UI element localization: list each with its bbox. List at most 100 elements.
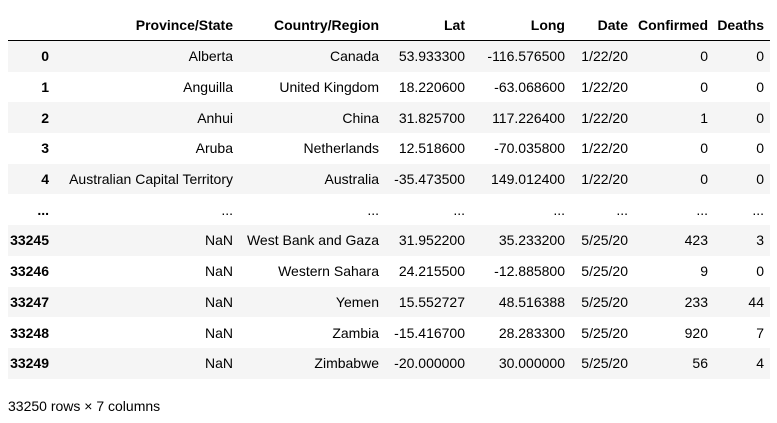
cell-date: 5/25/20	[581, 293, 628, 310]
cell-country-region: West Bank and Gaza	[246, 232, 379, 249]
cell-date: 1/22/20	[581, 109, 628, 126]
cell-confirmed: 0	[700, 48, 708, 65]
cell-date: 5/25/20	[581, 324, 628, 341]
header-row: Province/State Country/Region Lat Long D…	[8, 9, 770, 41]
column-header-country-region: Country/Region	[239, 9, 385, 41]
cell-lat: 18.220600	[398, 79, 465, 96]
cell-lat: 12.518600	[398, 140, 465, 157]
dataframe-output: Province/State Country/Region Lat Long D…	[8, 9, 770, 379]
cell-country-region: Australia	[324, 171, 379, 188]
column-header-province-state: Province/State	[55, 9, 239, 41]
ellipsis-row: ... ... ... ... ... ... ... ...	[8, 194, 770, 226]
cell-long: -63.068600	[494, 79, 565, 96]
table-row: 33245 NaN West Bank and Gaza 31.952200 3…	[8, 225, 770, 256]
cell-confirmed: ...	[696, 201, 708, 218]
cell-date: 5/25/20	[581, 232, 628, 249]
cell-country-region: Western Sahara	[278, 263, 379, 280]
cell-country-region: Yemen	[335, 293, 379, 310]
cell-confirmed: 0	[700, 79, 708, 96]
cell-lat: -35.473500	[394, 171, 465, 188]
cell-lat: 15.552727	[398, 293, 465, 310]
table-row: 1 Anguilla United Kingdom 18.220600 -63.…	[8, 71, 770, 103]
row-index: 33246	[10, 263, 49, 280]
cell-deaths: 44	[748, 293, 764, 310]
table-row: 0 Alberta Canada 53.933300 -116.576500 1…	[8, 40, 770, 72]
cell-lat: -20.000000	[394, 355, 465, 372]
cell-province-state: NaN	[204, 263, 233, 280]
cell-province-state: NaN	[204, 355, 233, 372]
cell-long: 35.233200	[498, 232, 565, 249]
table-row: 2 Anhui China 31.825700 117.226400 1/22/…	[8, 102, 770, 134]
table-row: 33248 NaN Zambia -15.416700 28.283300 5/…	[8, 317, 770, 348]
cell-province-state: Aruba	[195, 140, 233, 157]
cell-date: ...	[616, 201, 628, 218]
table-row: 33247 NaN Yemen 15.552727 48.516388 5/25…	[8, 286, 770, 318]
cell-province-state: Alberta	[188, 48, 233, 65]
table-row: 3 Aruba Netherlands 12.518600 -70.035800…	[8, 133, 770, 164]
cell-lat: 31.825700	[398, 109, 465, 126]
cell-deaths: 4	[756, 355, 764, 372]
row-index: 2	[41, 109, 49, 126]
cell-country-region: Zimbabwe	[314, 355, 379, 372]
cell-long: 30.000000	[498, 355, 565, 372]
cell-province-state: Australian Capital Territory	[69, 171, 233, 188]
table-row: 33246 NaN Western Sahara 24.215500 -12.8…	[8, 255, 770, 287]
cell-date: 5/25/20	[581, 355, 628, 372]
cell-deaths: 0	[756, 140, 764, 157]
cell-date: 1/22/20	[581, 171, 628, 188]
cell-long: -116.576500	[487, 48, 565, 65]
cell-province-state: Anguilla	[183, 79, 233, 96]
cell-deaths: 0	[756, 48, 764, 65]
cell-long: -70.035800	[494, 140, 565, 157]
column-header-date: Date	[571, 9, 634, 41]
column-header-confirmed: Confirmed	[634, 9, 714, 41]
cell-country-region: Canada	[329, 48, 379, 65]
cell-lat: 24.215500	[398, 263, 465, 280]
dataframe-table: Province/State Country/Region Lat Long D…	[8, 9, 770, 379]
row-index: 33249	[10, 355, 49, 372]
row-index: 33245	[10, 232, 49, 249]
cell-confirmed: 9	[700, 263, 708, 280]
cell-long: 117.226400	[492, 109, 565, 126]
row-index: 4	[41, 171, 49, 188]
cell-date: 1/22/20	[581, 140, 628, 157]
column-header-long: Long	[471, 9, 571, 41]
cell-province-state: NaN	[204, 324, 233, 341]
row-index: 33248	[10, 324, 49, 341]
cell-country-region: Zambia	[332, 324, 379, 341]
table-row: 33249 NaN Zimbabwe -20.000000 30.000000 …	[8, 347, 770, 379]
cell-deaths: 0	[756, 263, 764, 280]
row-index: 0	[41, 48, 49, 65]
index-column-header	[8, 9, 55, 41]
cell-province-state: Anhui	[197, 109, 233, 126]
cell-confirmed: 423	[684, 232, 708, 249]
cell-deaths: 7	[756, 324, 764, 341]
cell-deaths: ...	[752, 201, 764, 218]
cell-date: 5/25/20	[581, 263, 628, 280]
cell-province-state: ...	[221, 201, 233, 218]
row-index: ...	[37, 201, 49, 218]
table-row: 4 Australian Capital Territory Australia…	[8, 163, 770, 195]
cell-deaths: 0	[756, 79, 764, 96]
cell-date: 1/22/20	[581, 48, 628, 65]
cell-country-region: United Kingdom	[279, 79, 379, 96]
cell-confirmed: 233	[684, 293, 708, 310]
cell-province-state: NaN	[204, 293, 233, 310]
cell-deaths: 0	[756, 171, 764, 188]
cell-confirmed: 920	[684, 324, 708, 341]
cell-long: ...	[553, 201, 565, 218]
cell-province-state: NaN	[204, 232, 233, 249]
cell-confirmed: 0	[700, 140, 708, 157]
cell-country-region: ...	[367, 201, 379, 218]
row-index: 33247	[10, 293, 49, 310]
cell-lat: 31.952200	[398, 232, 465, 249]
row-index: 1	[41, 79, 49, 96]
cell-lat: -15.416700	[394, 324, 465, 341]
row-index: 3	[41, 140, 49, 157]
cell-long: 149.012400	[491, 171, 565, 188]
table-header: Province/State Country/Region Lat Long D…	[8, 9, 770, 41]
cell-long: 48.516388	[498, 293, 565, 310]
cell-confirmed: 56	[692, 355, 708, 372]
cell-deaths: 3	[756, 232, 764, 249]
cell-date: 1/22/20	[581, 79, 628, 96]
